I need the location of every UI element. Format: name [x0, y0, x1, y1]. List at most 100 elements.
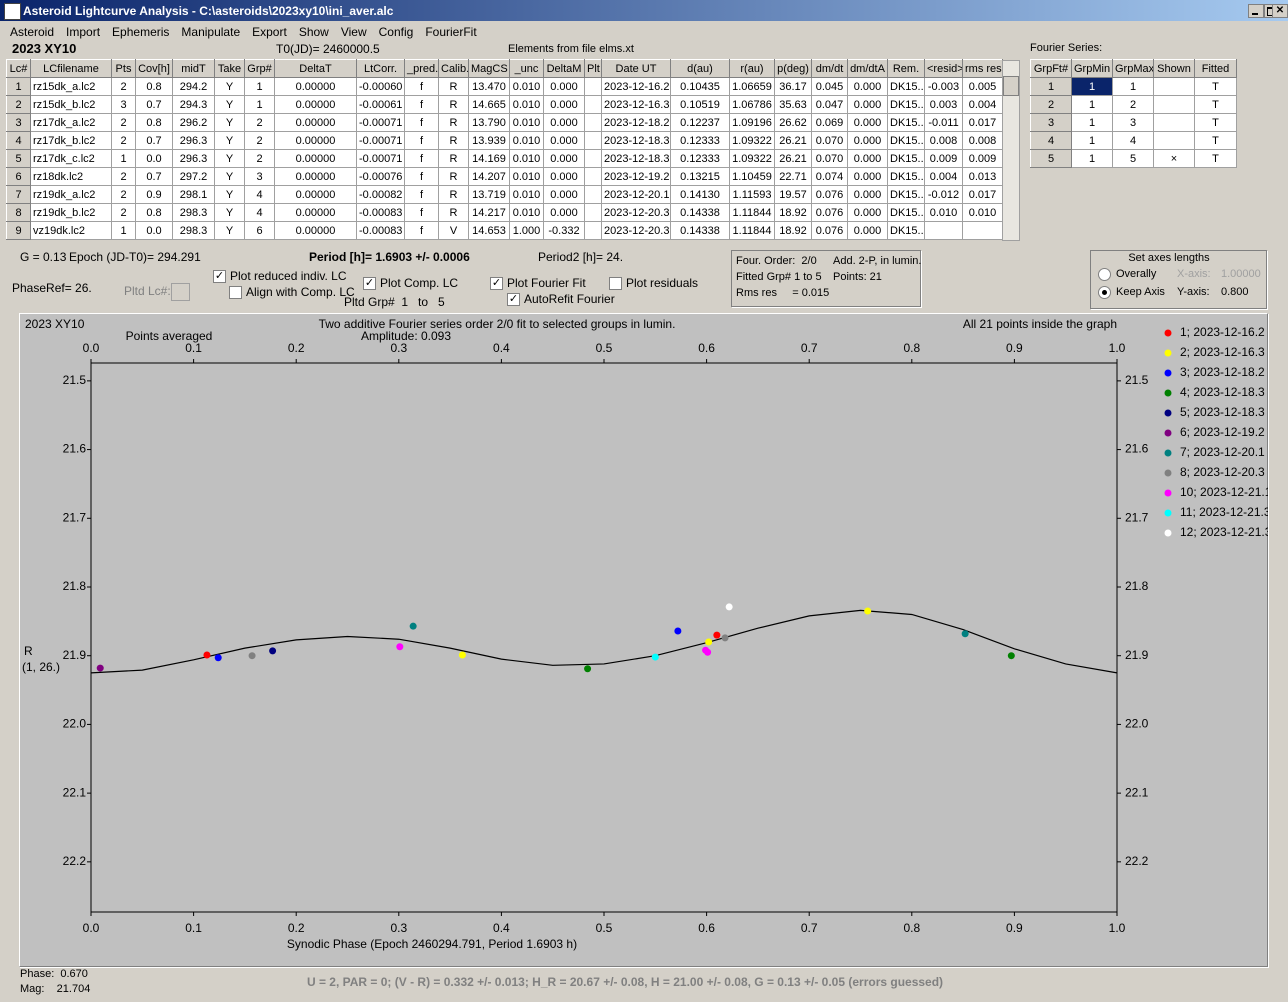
table-cell[interactable]: 0.000 [847, 95, 888, 114]
table-cell[interactable]: 0.000 [543, 113, 585, 132]
table-cell[interactable]: 1 [244, 95, 275, 114]
table-cell[interactable]: 0.005 [962, 77, 1003, 96]
table-cell[interactable]: Y [214, 185, 245, 204]
table-cell[interactable]: 2023-12-20.3 [601, 203, 671, 222]
table-cell[interactable]: 0.009 [962, 149, 1003, 168]
table-cell[interactable]: T [1194, 95, 1237, 114]
table-cell[interactable]: 1.10459 [729, 167, 775, 186]
table-cell[interactable]: 35.63 [774, 95, 812, 114]
table-cell[interactable]: 6 [6, 167, 31, 186]
table-cell[interactable]: T [1194, 77, 1237, 96]
table-cell[interactable]: 298.3 [172, 221, 215, 240]
table-cell[interactable]: DK15.. [887, 95, 925, 114]
table-cell[interactable] [584, 167, 602, 186]
table-cell[interactable] [962, 221, 1003, 240]
table-cell[interactable]: rz17dk_c.lc2 [30, 149, 112, 168]
close-button[interactable]: ✕ [1272, 4, 1288, 18]
table-cell[interactable]: -0.003 [924, 77, 963, 96]
table-cell[interactable]: 1.000 [509, 221, 544, 240]
table-cell[interactable]: 36.17 [774, 77, 812, 96]
table-cell[interactable]: 1 [1071, 131, 1113, 150]
table-cell[interactable]: 2023-12-18.2 [601, 113, 671, 132]
table-cell[interactable]: 5 [6, 149, 31, 168]
table-cell[interactable]: 296.3 [172, 131, 215, 150]
table-cell[interactable]: 5 [1030, 149, 1072, 168]
table-cell[interactable]: 3 [6, 113, 31, 132]
table-cell[interactable]: 0.017 [962, 185, 1003, 204]
table-cell[interactable]: 0.000 [543, 77, 585, 96]
table-cell[interactable]: 18.92 [774, 221, 812, 240]
table-cell[interactable]: 294.2 [172, 77, 215, 96]
table-cell[interactable]: 0.9 [135, 185, 173, 204]
table-cell[interactable]: Y [214, 167, 245, 186]
table-cell[interactable]: 0.076 [811, 221, 848, 240]
table-cell[interactable]: 4 [1030, 131, 1072, 150]
menu-item[interactable]: Asteroid [10, 25, 55, 39]
table-cell[interactable]: 1.09322 [729, 131, 775, 150]
table-cell[interactable]: -0.332 [543, 221, 585, 240]
checkbox[interactable]: ✓ [213, 270, 226, 283]
table-cell[interactable]: 2 [6, 95, 31, 114]
menu-item[interactable]: Show [298, 25, 329, 39]
table-cell[interactable] [584, 221, 602, 240]
table-cell[interactable] [584, 185, 602, 204]
table-cell[interactable]: DK15.. [887, 185, 925, 204]
table-cell[interactable]: 0.0 [135, 149, 173, 168]
table-cell[interactable]: Y [214, 221, 245, 240]
table-cell[interactable]: T [1194, 149, 1237, 168]
table-cell[interactable]: 0.010 [509, 167, 544, 186]
table-cell[interactable]: 1 [111, 149, 136, 168]
table-cell[interactable]: 4 [6, 131, 31, 150]
table-cell[interactable]: × [1153, 149, 1195, 168]
table-cell[interactable]: 0.14338 [670, 221, 730, 240]
table-cell[interactable]: 0.010 [509, 113, 544, 132]
table-cell[interactable]: rz19dk_a.lc2 [30, 185, 112, 204]
table-cell[interactable] [584, 203, 602, 222]
radio-button[interactable] [1098, 268, 1111, 281]
table-cell[interactable]: 3 [244, 167, 275, 186]
table-cell[interactable]: DK15.. [887, 149, 925, 168]
menu-item[interactable]: Ephemeris [112, 25, 170, 39]
table-cell[interactable]: 1.09196 [729, 113, 775, 132]
table-cell[interactable]: -0.00060 [356, 77, 405, 96]
table-cell[interactable]: vz19dk.lc2 [30, 221, 112, 240]
table-cell[interactable]: 14.169 [468, 149, 510, 168]
table-cell[interactable] [584, 149, 602, 168]
table-cell[interactable]: rz15dk_a.lc2 [30, 77, 112, 96]
table-cell[interactable]: 0.000 [543, 95, 585, 114]
menu-item[interactable]: Import [66, 25, 101, 39]
checkbox[interactable]: ✓ [490, 277, 503, 290]
table-cell[interactable]: 0.8 [135, 113, 173, 132]
table-cell[interactable]: 0.008 [924, 131, 963, 150]
table-cell[interactable]: 1.11844 [729, 203, 775, 222]
table-cell[interactable]: 0.004 [962, 95, 1003, 114]
table-cell[interactable]: 0.000 [847, 149, 888, 168]
table-cell[interactable]: 0.047 [811, 95, 848, 114]
table-cell[interactable]: 1.09322 [729, 149, 775, 168]
table-cell[interactable]: DK15.. [887, 203, 925, 222]
menu-item[interactable]: Export [252, 25, 287, 39]
table-cell[interactable]: 1.06786 [729, 95, 775, 114]
table-cell[interactable]: 1 [1071, 95, 1113, 114]
radio-button[interactable] [1098, 286, 1111, 299]
table-cell[interactable]: 0.10435 [670, 77, 730, 96]
table-cell[interactable]: 0.045 [811, 77, 848, 96]
table-cell[interactable] [584, 131, 602, 150]
table-cell[interactable]: 1 [244, 77, 275, 96]
table-cell[interactable]: 0.14130 [670, 185, 730, 204]
table-cell[interactable]: 13.939 [468, 131, 510, 150]
table-cell[interactable]: R [438, 95, 469, 114]
table-cell[interactable]: 0.010 [924, 203, 963, 222]
table-cell[interactable]: rz19dk_b.lc2 [30, 203, 112, 222]
table-cell[interactable]: 0.076 [811, 203, 848, 222]
table-cell[interactable]: 1 [1071, 77, 1113, 96]
minimize-button[interactable] [1248, 4, 1264, 18]
table-cell[interactable]: 2 [111, 167, 136, 186]
table-cell[interactable]: 296.2 [172, 113, 215, 132]
table-cell[interactable]: f [404, 95, 439, 114]
table-cell[interactable]: f [404, 203, 439, 222]
table-cell[interactable]: 0.013 [962, 167, 1003, 186]
table-cell[interactable]: 298.3 [172, 203, 215, 222]
table-cell[interactable]: R [438, 167, 469, 186]
table-cell[interactable]: DK15.. [887, 113, 925, 132]
